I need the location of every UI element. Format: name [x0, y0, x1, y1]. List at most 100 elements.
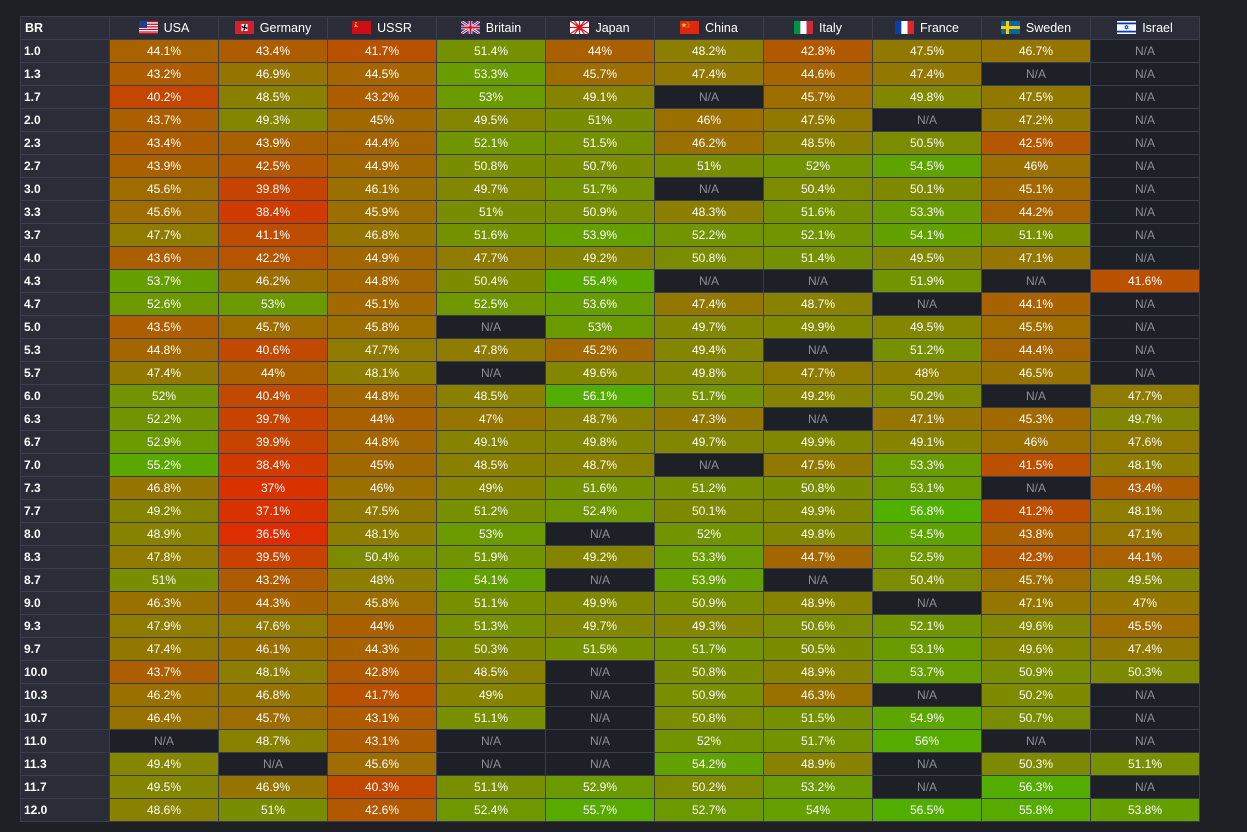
- win-rate-cell: 51.2%: [437, 500, 545, 522]
- br-label: 2.0: [21, 109, 109, 131]
- win-rate-cell: 54.1%: [873, 224, 981, 246]
- win-rate-cell: 54.1%: [437, 569, 545, 591]
- win-rate-cell: 48%: [873, 362, 981, 384]
- br-label: 7.7: [21, 500, 109, 522]
- win-rate-cell: 44%: [546, 40, 654, 62]
- table-row: 7.0 55.2% 38.4% 45% 48.5% 48.7% N/A 47.5% 53.3% 4…: [21, 454, 1199, 476]
- win-rate-cell: 50.3%: [437, 638, 545, 660]
- table-row: 4.3 53.7% 46.2% 44.8% 50.4% 55.4% N/A N/A 51.9% N…: [21, 270, 1199, 292]
- win-rate-cell: 52.2%: [110, 408, 218, 430]
- win-rate-cell: N/A: [1091, 247, 1199, 269]
- win-rate-cell: 53.8%: [1091, 799, 1199, 821]
- win-rate-cell: 43.6%: [110, 247, 218, 269]
- br-label: 1.7: [21, 86, 109, 108]
- win-rate-cell: 50.8%: [655, 247, 763, 269]
- table-row: 10.3 46.2% 46.8% 41.7% 49% N/A 50.9% 46.3% N/A 50…: [21, 684, 1199, 706]
- win-rate-cell: N/A: [546, 730, 654, 752]
- win-rate-cell: N/A: [982, 63, 1090, 85]
- win-rate-cell: 49.3%: [655, 615, 763, 637]
- win-rate-cell: 46.3%: [764, 684, 872, 706]
- japan-flag-icon: [570, 21, 590, 34]
- win-rate-cell: 42.8%: [328, 661, 436, 683]
- win-rate-cell: N/A: [1091, 86, 1199, 108]
- win-rate-cell: N/A: [764, 339, 872, 361]
- column-header-france[interactable]: France: [873, 17, 981, 39]
- column-header-japan[interactable]: Japan: [546, 17, 654, 39]
- column-header-china[interactable]: China: [655, 17, 763, 39]
- win-rate-cell: N/A: [1091, 109, 1199, 131]
- win-rate-cell: 51.1%: [437, 776, 545, 798]
- win-rate-cell: 56%: [873, 730, 981, 752]
- win-rate-cell: 50.9%: [655, 684, 763, 706]
- br-column-header[interactable]: BR: [21, 17, 109, 39]
- win-rate-cell: 47.9%: [110, 615, 218, 637]
- column-header-italy[interactable]: Italy: [764, 17, 872, 39]
- win-rate-cell: 50.4%: [873, 569, 981, 591]
- win-rate-cell: 40.3%: [328, 776, 436, 798]
- win-rate-cell: 46.9%: [219, 63, 327, 85]
- win-rate-cell: N/A: [546, 523, 654, 545]
- column-header-ussr[interactable]: USSR: [328, 17, 436, 39]
- win-rate-cell: 53.2%: [764, 776, 872, 798]
- win-rate-cell: 44.1%: [110, 40, 218, 62]
- win-rate-cell: 41.7%: [328, 684, 436, 706]
- win-rate-cell: 54.5%: [873, 523, 981, 545]
- win-rate-cell: 49.2%: [110, 500, 218, 522]
- win-rate-cell: 40.4%: [219, 385, 327, 407]
- column-header-germany[interactable]: Germany: [219, 17, 327, 39]
- win-rate-cell: 44.3%: [328, 638, 436, 660]
- win-rate-cell: 53.3%: [873, 454, 981, 476]
- win-rate-cell: 51%: [110, 569, 218, 591]
- win-rate-cell: 48.5%: [437, 454, 545, 476]
- win-rate-cell: 47.6%: [219, 615, 327, 637]
- win-rate-cell: 49%: [437, 477, 545, 499]
- win-rate-cell: 56.5%: [873, 799, 981, 821]
- win-rate-cell: 47%: [437, 408, 545, 430]
- table-row: 1.0 44.1% 43.4% 41.7% 51.4% 44% 48.2% 42.8% 47.5…: [21, 40, 1199, 62]
- win-rate-cell: 50.7%: [982, 707, 1090, 729]
- israel-flag-icon: [1117, 21, 1137, 34]
- win-rate-cell: 45.1%: [328, 293, 436, 315]
- br-label: 9.7: [21, 638, 109, 660]
- win-rate-cell: N/A: [764, 408, 872, 430]
- win-rate-cell: 51.1%: [982, 224, 1090, 246]
- win-rate-cell: 53.3%: [655, 546, 763, 568]
- win-rate-cell: 47.5%: [873, 40, 981, 62]
- china-flag-icon: [680, 21, 700, 34]
- win-rate-cell: 48.9%: [764, 661, 872, 683]
- win-rate-cell: 40.6%: [219, 339, 327, 361]
- win-rate-cell: N/A: [1091, 316, 1199, 338]
- win-rate-cell: 39.5%: [219, 546, 327, 568]
- win-rate-cell: 52.9%: [546, 776, 654, 798]
- column-header-usa[interactable]: USA: [110, 17, 218, 39]
- win-rate-cell: 52%: [655, 730, 763, 752]
- win-rate-cell: N/A: [655, 178, 763, 200]
- britain-flag-icon: [460, 21, 480, 34]
- win-rate-cell: 48.6%: [110, 799, 218, 821]
- win-rate-cell: 46.2%: [655, 132, 763, 154]
- column-header-sweden[interactable]: Sweden: [982, 17, 1090, 39]
- win-rate-cell: 47.4%: [655, 293, 763, 315]
- win-rate-cell: 49.8%: [546, 431, 654, 453]
- br-label: 6.7: [21, 431, 109, 453]
- win-rate-cell: 46.4%: [110, 707, 218, 729]
- column-header-israel[interactable]: Israel: [1091, 17, 1199, 39]
- win-rate-cell: 49.9%: [764, 316, 872, 338]
- win-rate-cell: 43.9%: [110, 155, 218, 177]
- win-rate-cell: N/A: [437, 730, 545, 752]
- win-rate-cell: 47.4%: [110, 638, 218, 660]
- win-rate-cell: 46.2%: [219, 270, 327, 292]
- table-row: 3.0 45.6% 39.8% 46.1% 49.7% 51.7% N/A 50.4% 50.1…: [21, 178, 1199, 200]
- win-rate-cell: 41.7%: [328, 40, 436, 62]
- br-label: 10.0: [21, 661, 109, 683]
- win-rate-cell: 47.7%: [764, 362, 872, 384]
- win-rate-cell: 52%: [110, 385, 218, 407]
- win-rate-cell: N/A: [1091, 339, 1199, 361]
- win-rate-cell: 55.7%: [546, 799, 654, 821]
- win-rate-cell: 56.3%: [982, 776, 1090, 798]
- win-rate-cell: 51.5%: [764, 707, 872, 729]
- column-header-britain[interactable]: Britain: [437, 17, 545, 39]
- win-rate-cell: N/A: [219, 753, 327, 775]
- win-rate-cell: 42.2%: [219, 247, 327, 269]
- nation-label: USSR: [377, 21, 412, 35]
